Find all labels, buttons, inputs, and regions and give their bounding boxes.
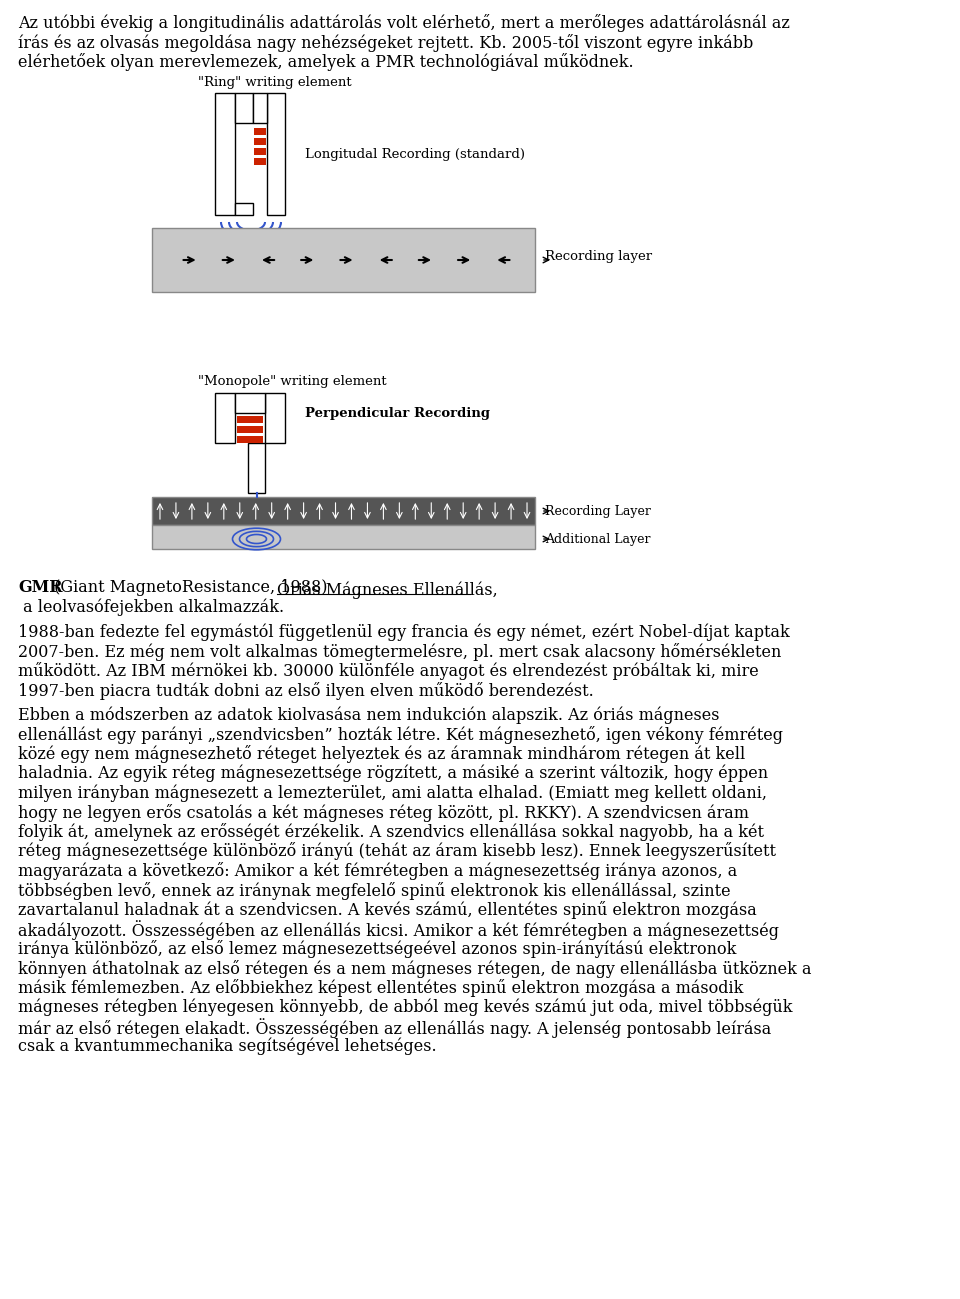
Text: közé egy nem mágnesezhető réteget helyeztek és az áramnak mindhárom rétegen át k: közé egy nem mágnesezhető réteget helyez… [18, 746, 745, 763]
Polygon shape [248, 443, 265, 494]
Text: milyen irányban mágnesezett a lemezterület, ami alatta elhalad. (Emiatt meg kell: milyen irányban mágnesezett a lemezterül… [18, 785, 767, 801]
Bar [254, 158, 266, 165]
Text: Óriás Mágneses Ellenállás,: Óriás Mágneses Ellenállás, [277, 579, 497, 599]
Polygon shape [235, 394, 265, 413]
Text: írás és az olvasás megoldása nagy nehézségeket rejtett. Kb. 2005-től viszont egy: írás és az olvasás megoldása nagy nehézs… [18, 34, 754, 52]
Polygon shape [215, 94, 235, 216]
Text: már az első rétegen elakadt. Összességében az ellenállás nagy. A jelenség pontos: már az első rétegen elakadt. Összességéb… [18, 1018, 771, 1038]
Text: elérhetőek olyan merevlemezek, amelyek a PMR technológiával működnek.: elérhetőek olyan merevlemezek, amelyek a… [18, 53, 634, 71]
Bar [254, 148, 266, 155]
Text: Recording Layer: Recording Layer [545, 504, 651, 517]
Polygon shape [235, 94, 253, 123]
Text: másik fémlemezben. Az előbbiekhez képest ellentétes spinű elektron mozgása a más: másik fémlemezben. Az előbbiekhez képest… [18, 979, 743, 998]
Polygon shape [215, 394, 235, 443]
Text: Az utóbbi évekig a longitudinális adattárolás volt elérhető, mert a merőleges ad: Az utóbbi évekig a longitudinális adattá… [18, 14, 790, 32]
Text: 1997-ben piacra tudták dobni az első ilyen elven működő berendezést.: 1997-ben piacra tudták dobni az első ily… [18, 682, 593, 699]
Text: "Ring" writing element: "Ring" writing element [198, 77, 351, 90]
Text: hogy ne legyen erős csatolás a két mágneses réteg között, pl. RKKY). A szendvics: hogy ne legyen erős csatolás a két mágne… [18, 804, 749, 821]
Text: működött. Az IBM mérnökei kb. 30000 különféle anyagot és elrendezést próbáltak k: működött. Az IBM mérnökei kb. 30000 külö… [18, 662, 758, 679]
Text: 2007-ben. Ez még nem volt alkalmas tömegtermelésre, pl. mert csak alacsony hőmér: 2007-ben. Ez még nem volt alkalmas tömeg… [18, 643, 781, 660]
Bar [152, 525, 535, 549]
Text: GMR: GMR [18, 579, 62, 596]
Text: könnyen áthatolnak az első rétegen és a nem mágneses rétegen, de nagy ellenállás: könnyen áthatolnak az első rétegen és a … [18, 960, 811, 978]
Text: magyarázata a következő: Amikor a két fémrétegben a mágnesezettség iránya azonos: magyarázata a következő: Amikor a két fé… [18, 863, 737, 879]
Text: réteg mágnesezettsége különböző irányú (tehát az áram kisebb lesz). Ennek leegys: réteg mágnesezettsége különböző irányú (… [18, 843, 776, 860]
Text: Ebben a módszerben az adatok kiolvasása nem indukción alapszik. Az óriás mágnese: Ebben a módszerben az adatok kiolvasása … [18, 705, 719, 724]
Text: Additional Layer: Additional Layer [545, 533, 651, 546]
Bar [152, 498, 535, 525]
Text: Recording layer: Recording layer [545, 249, 652, 262]
Bar [237, 426, 263, 433]
Polygon shape [267, 94, 285, 216]
Polygon shape [253, 94, 267, 123]
Text: mágneses rétegben lényegesen könnyebb, de abból meg kevés számú jut oda, mivel t: mágneses rétegben lényegesen könnyebb, d… [18, 999, 793, 1016]
Bar [254, 138, 266, 145]
Text: ellenállást egy parányi „szendvicsben” hozták létre. Két mágnesezhető, igen véko: ellenállást egy parányi „szendvicsben” h… [18, 726, 783, 743]
Text: a leolvasófejekben alkalmazzák.: a leolvasófejekben alkalmazzák. [18, 599, 284, 616]
Text: "Monopole" writing element: "Monopole" writing element [198, 375, 387, 388]
Bar [237, 436, 263, 443]
Text: Longitudal Recording (standard): Longitudal Recording (standard) [305, 148, 525, 161]
Text: 1988-ban fedezte fel egymástól függetlenül egy francia és egy német, ezért Nobel: 1988-ban fedezte fel egymástól független… [18, 624, 790, 640]
Text: akadályozott. Összességében az ellenállás kicsi. Amikor a két fémrétegben a mágn: akadályozott. Összességében az ellenállá… [18, 921, 779, 940]
Text: többségben levő, ennek az iránynak megfelelő spinű elektronok kis ellenállással,: többségben levő, ennek az iránynak megfe… [18, 882, 731, 899]
Text: zavartalanul haladnak át a szendvicsen. A kevés számú, ellentétes spinű elektron: zavartalanul haladnak át a szendvicsen. … [18, 902, 756, 918]
Bar [237, 416, 263, 423]
Text: iránya különböző, az első lemez mágnesezettségeével azonos spin-irányítású elekt: iránya különböző, az első lemez mágnesez… [18, 940, 736, 957]
Bar [254, 129, 266, 135]
Text: folyik át, amelynek az erősségét érzékelik. A szendvics ellenállása sokkal nagyo: folyik át, amelynek az erősségét érzékel… [18, 824, 764, 840]
Polygon shape [265, 394, 285, 443]
Text: Perpendicular Recording: Perpendicular Recording [305, 407, 490, 420]
Bar [152, 229, 535, 292]
Polygon shape [235, 203, 253, 216]
Text: haladnia. Az egyik réteg mágnesezettsége rögzített, a másiké a szerint változik,: haladnia. Az egyik réteg mágnesezettsége… [18, 765, 768, 782]
Text: (Giant MagnetoResistance, 1988): (Giant MagnetoResistance, 1988) [49, 579, 332, 596]
Text: csak a kvantummechanika segítségével lehetséges.: csak a kvantummechanika segítségével leh… [18, 1038, 437, 1055]
